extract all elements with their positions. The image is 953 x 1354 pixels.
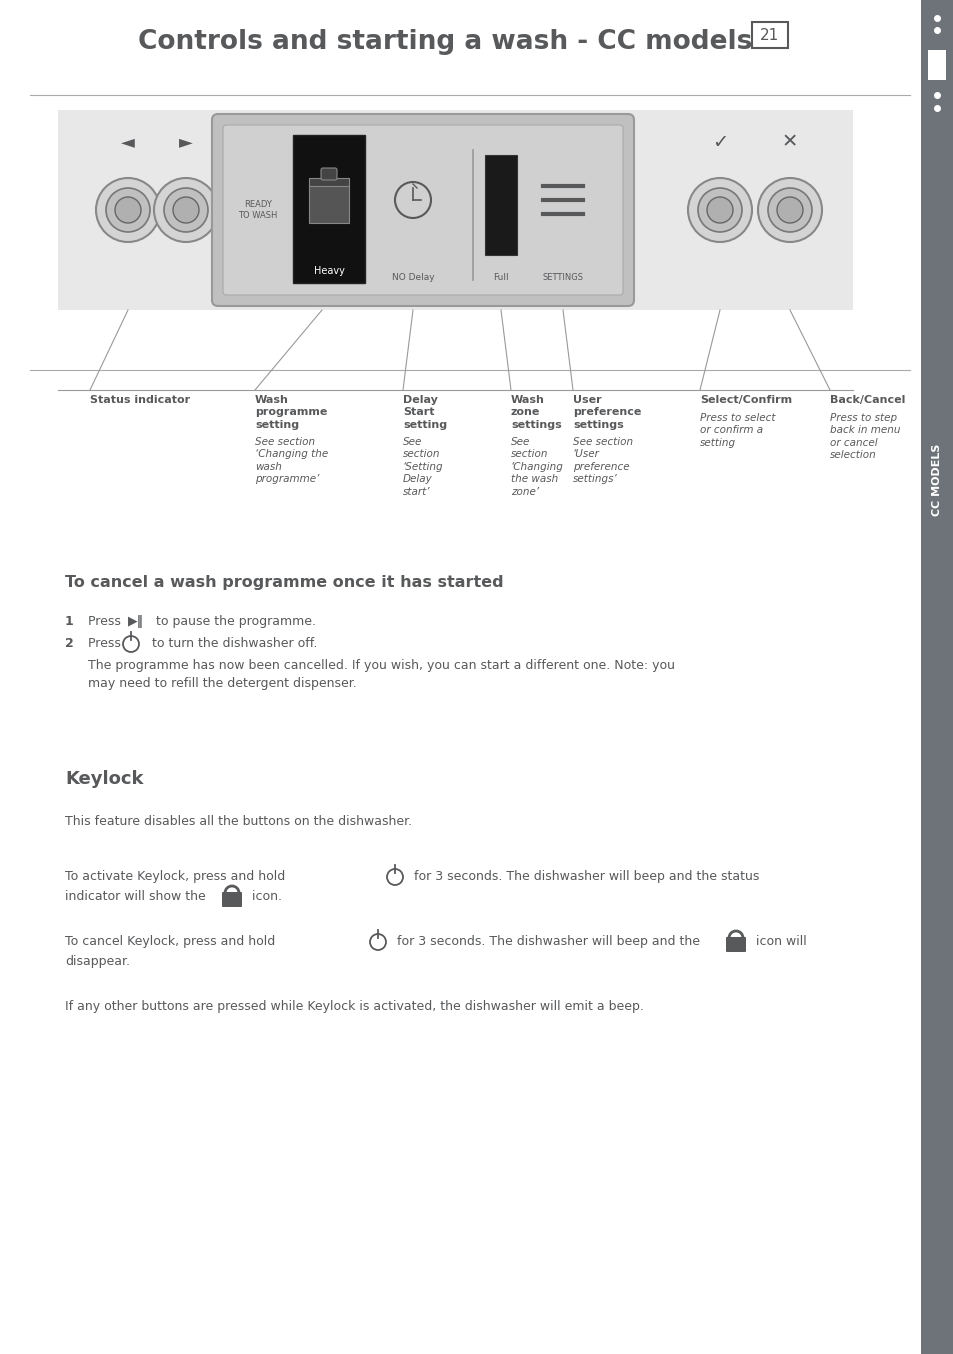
Text: indicator will show the: indicator will show the xyxy=(65,890,210,903)
FancyBboxPatch shape xyxy=(309,184,349,223)
FancyBboxPatch shape xyxy=(320,168,336,180)
Text: icon.: icon. xyxy=(248,890,282,903)
FancyBboxPatch shape xyxy=(212,114,634,306)
Text: icon will: icon will xyxy=(751,936,806,948)
Bar xyxy=(927,50,945,80)
Text: ▶‖: ▶‖ xyxy=(128,615,144,628)
Text: Wash
zone
settings: Wash zone settings xyxy=(511,395,561,429)
Text: SETTINGS: SETTINGS xyxy=(542,274,583,283)
Bar xyxy=(293,135,365,283)
Text: for 3 seconds. The dishwasher will beep and the: for 3 seconds. The dishwasher will beep … xyxy=(393,936,703,948)
Circle shape xyxy=(687,177,751,242)
Text: ✓: ✓ xyxy=(711,133,727,152)
Text: See section
‘Changing the
wash
programme’: See section ‘Changing the wash programme… xyxy=(254,437,328,485)
Text: to turn the dishwasher off.: to turn the dishwasher off. xyxy=(148,636,317,650)
Text: See
section
‘Changing
the wash
zone’: See section ‘Changing the wash zone’ xyxy=(511,437,563,497)
Text: ◄: ◄ xyxy=(121,133,134,152)
Text: This feature disables all the buttons on the dishwasher.: This feature disables all the buttons on… xyxy=(65,815,412,829)
Text: The programme has now been cancelled. If you wish, you can start a different one: The programme has now been cancelled. If… xyxy=(88,659,675,691)
Text: Press to select
or confirm a
setting: Press to select or confirm a setting xyxy=(700,413,775,448)
Text: ►: ► xyxy=(179,133,193,152)
Text: ✕: ✕ xyxy=(781,133,798,152)
Text: Wash
programme
setting: Wash programme setting xyxy=(254,395,327,429)
Circle shape xyxy=(758,177,821,242)
Text: for 3 seconds. The dishwasher will beep and the status: for 3 seconds. The dishwasher will beep … xyxy=(410,871,759,883)
Circle shape xyxy=(776,196,802,223)
Text: User
preference
settings: User preference settings xyxy=(573,395,640,429)
Circle shape xyxy=(115,196,141,223)
Text: To cancel Keylock, press and hold: To cancel Keylock, press and hold xyxy=(65,936,279,948)
Text: Full: Full xyxy=(493,274,508,283)
Circle shape xyxy=(698,188,741,232)
FancyBboxPatch shape xyxy=(223,125,622,295)
Text: to pause the programme.: to pause the programme. xyxy=(152,615,315,628)
Text: READY
TO WASH: READY TO WASH xyxy=(238,199,277,221)
Bar xyxy=(484,154,517,255)
Text: Controls and starting a wash - CC models: Controls and starting a wash - CC models xyxy=(137,28,751,56)
FancyBboxPatch shape xyxy=(725,937,745,952)
Text: CC MODELS: CC MODELS xyxy=(931,444,941,516)
Text: 21: 21 xyxy=(760,27,779,42)
Text: 2: 2 xyxy=(65,636,73,650)
Text: See section
‘User
preference
settings’: See section ‘User preference settings’ xyxy=(573,437,633,485)
Circle shape xyxy=(96,177,160,242)
Bar xyxy=(58,110,852,310)
Text: Heavy: Heavy xyxy=(314,265,344,276)
Text: Status indicator: Status indicator xyxy=(90,395,190,405)
Text: If any other buttons are pressed while Keylock is activated, the dishwasher will: If any other buttons are pressed while K… xyxy=(65,1001,643,1013)
Circle shape xyxy=(153,177,218,242)
Bar xyxy=(920,0,953,1354)
Text: Press: Press xyxy=(88,636,125,650)
Bar xyxy=(309,177,349,185)
FancyBboxPatch shape xyxy=(222,892,242,907)
Circle shape xyxy=(706,196,732,223)
Text: To activate Keylock, press and hold: To activate Keylock, press and hold xyxy=(65,871,289,883)
Text: See
section
‘Setting
Delay
start’: See section ‘Setting Delay start’ xyxy=(402,437,443,497)
Text: To cancel a wash programme once it has started: To cancel a wash programme once it has s… xyxy=(65,575,503,590)
Bar xyxy=(751,22,787,47)
Circle shape xyxy=(106,188,150,232)
Circle shape xyxy=(164,188,208,232)
Text: Select/Confirm: Select/Confirm xyxy=(700,395,791,405)
Text: NO Delay: NO Delay xyxy=(392,274,434,283)
Circle shape xyxy=(172,196,199,223)
Text: 1: 1 xyxy=(65,615,73,628)
Text: Press to step
back in menu
or cancel
selection: Press to step back in menu or cancel sel… xyxy=(829,413,900,460)
Text: Press: Press xyxy=(88,615,125,628)
Text: Delay
Start
setting: Delay Start setting xyxy=(402,395,447,429)
Text: Back/Cancel: Back/Cancel xyxy=(829,395,904,405)
Text: Keylock: Keylock xyxy=(65,770,143,788)
Circle shape xyxy=(767,188,811,232)
Text: disappear.: disappear. xyxy=(65,955,130,968)
